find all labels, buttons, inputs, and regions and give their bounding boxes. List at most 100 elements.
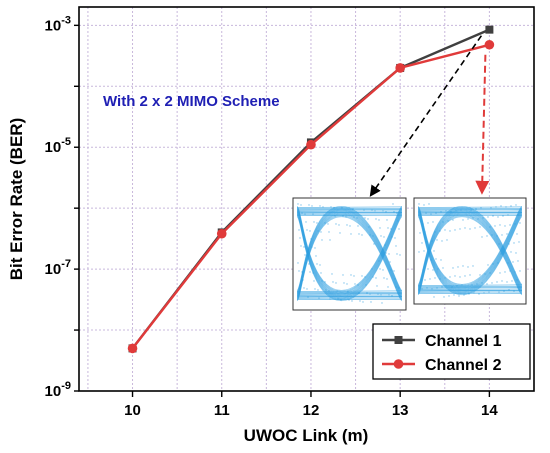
eye-noise: [376, 285, 378, 287]
eye-noise: [347, 291, 349, 293]
eye-diagram-2: [413, 197, 527, 305]
eye-noise: [313, 221, 315, 223]
eye-noise: [357, 225, 359, 227]
eye-trace: [296, 206, 403, 208]
eye-noise: [436, 287, 438, 289]
eye-noise: [423, 204, 425, 206]
eye-noise: [457, 266, 459, 268]
eye-noise: [452, 219, 454, 221]
eye-noise: [313, 280, 315, 282]
eye-noise: [398, 287, 400, 289]
eye-noise: [396, 253, 398, 255]
eye-noise: [369, 234, 371, 236]
eye-noise: [477, 218, 479, 220]
eye-noise: [301, 212, 303, 214]
eye-noise: [298, 229, 300, 231]
eye-noise: [496, 235, 498, 237]
eye-noise: [421, 288, 423, 290]
eye-noise: [300, 245, 302, 247]
eye-diagram-insets: [292, 197, 527, 311]
eye-noise: [306, 288, 308, 290]
eye-noise: [505, 206, 507, 208]
eye-noise: [320, 272, 322, 274]
eye-noise: [324, 222, 326, 224]
eye-noise: [471, 284, 473, 286]
eye-noise: [357, 284, 359, 286]
eye-noise: [317, 230, 319, 232]
eye-noise: [335, 282, 337, 284]
eye-noise: [434, 277, 436, 279]
eye-noise: [487, 264, 489, 266]
eye-noise: [299, 237, 301, 239]
eye-noise: [390, 228, 392, 230]
eye-noise: [386, 278, 388, 280]
eye-noise: [321, 239, 323, 241]
eye-noise: [463, 294, 465, 296]
series-layer: [127, 25, 495, 354]
eye-noise: [306, 229, 308, 231]
eye-noise: [498, 243, 500, 245]
eye-noise: [507, 262, 509, 264]
eye-noise: [467, 218, 469, 220]
eye-noise: [390, 269, 392, 271]
eye-noise: [492, 263, 494, 265]
eye-noise: [340, 299, 342, 301]
eye-noise: [324, 281, 326, 283]
eye-opening: [326, 242, 373, 266]
eye-noise: [491, 282, 493, 284]
eye-noise: [335, 223, 337, 225]
eye-noise: [469, 274, 471, 276]
eye-noise: [501, 234, 503, 236]
eye-noise: [300, 204, 302, 206]
eye-noise: [399, 295, 401, 297]
eye-noise: [481, 236, 483, 238]
eye-noise: [432, 221, 434, 223]
eye-noise: [495, 206, 497, 208]
eye-noise: [510, 251, 512, 253]
eye-noise: [353, 216, 355, 218]
eye-noise: [488, 291, 490, 293]
eye-noise: [304, 213, 306, 215]
eye-noise: [302, 279, 304, 281]
y-axis-title: Bit Error Rate (BER): [7, 118, 26, 280]
eye-noise: [454, 275, 456, 277]
x-tick-label: 13: [392, 402, 409, 419]
eye-noise: [460, 209, 462, 211]
eye-noise: [449, 276, 451, 278]
eye-noise: [435, 258, 437, 260]
eye-noise: [336, 290, 338, 292]
eye-noise: [358, 233, 360, 235]
data-point: [395, 63, 405, 73]
eye-noise: [502, 215, 504, 217]
eye-noise: [514, 271, 516, 273]
eye-noise: [519, 222, 521, 224]
eye-noise: [433, 250, 435, 252]
eye-noise: [375, 218, 377, 220]
eye-noise: [441, 286, 443, 288]
eye-noise: [509, 270, 511, 272]
eye-noise: [308, 263, 310, 265]
eye-noise: [388, 294, 390, 296]
eye-noise: [378, 260, 380, 262]
eye-diagram-1: [292, 197, 407, 311]
eye-noise: [500, 205, 502, 207]
eye-noise: [486, 235, 488, 237]
eye-noise: [450, 211, 452, 213]
eye-noise: [436, 239, 438, 241]
eye-noise: [425, 260, 427, 262]
data-point: [484, 39, 495, 50]
eye-noise: [509, 224, 511, 226]
eye-noise: [514, 223, 516, 225]
eye-noise: [427, 222, 429, 224]
eye-noise: [478, 293, 480, 295]
eye-noise: [396, 212, 398, 214]
eye-noise: [424, 279, 426, 281]
eye-noise: [322, 206, 324, 208]
eye-noise: [431, 288, 433, 290]
eye-noise: [395, 286, 397, 288]
eye-noise: [516, 233, 518, 235]
eye-noise: [311, 205, 313, 207]
eye-noise: [323, 214, 325, 216]
eye-noise: [345, 216, 347, 218]
eye-noise: [503, 290, 505, 292]
